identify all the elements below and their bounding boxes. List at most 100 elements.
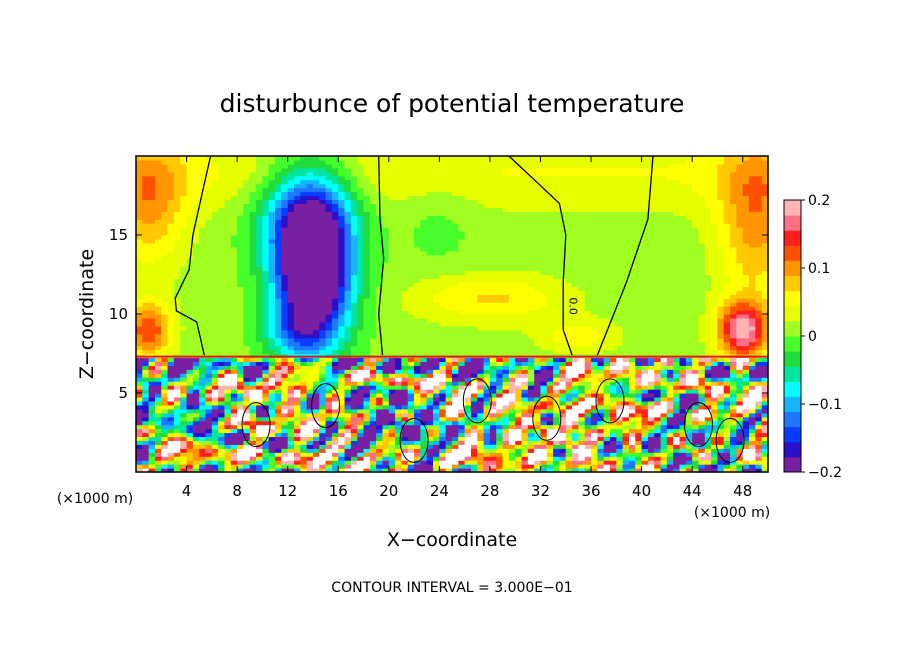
field-cell-225 xyxy=(148,211,156,216)
field-cell-184 xyxy=(148,373,156,378)
field-cell-3479 xyxy=(407,314,415,319)
field-cell-4414 xyxy=(483,412,491,418)
field-cell-1798 xyxy=(275,317,282,323)
field-cell-1623 xyxy=(262,377,270,382)
field-cell-3058 xyxy=(376,396,384,402)
field-cell-146 xyxy=(142,207,150,212)
field-cell-968 xyxy=(211,436,219,441)
field-cell-4623 xyxy=(496,219,504,224)
field-cell-1236 xyxy=(230,325,238,331)
field-cell-570 xyxy=(180,428,188,434)
field-cell-4305 xyxy=(470,211,478,216)
field-cell-3395 xyxy=(401,329,409,335)
field-cell-4844 xyxy=(515,294,523,299)
field-cell-2542 xyxy=(331,223,339,228)
field-cell-1618 xyxy=(262,396,270,402)
field-cell-1109 xyxy=(218,195,226,201)
field-cell-2102 xyxy=(300,381,308,386)
field-cell-722 xyxy=(192,460,200,465)
field-cell-3871 xyxy=(439,345,447,351)
field-cell-1335 xyxy=(237,250,245,256)
field-cell-3917 xyxy=(439,163,447,169)
field-cell-1827 xyxy=(275,203,282,208)
field-cell-2071 xyxy=(294,187,301,193)
field-cell-4196 xyxy=(464,325,472,331)
field-cell-4111 xyxy=(458,345,466,351)
field-cell-3582 xyxy=(414,223,421,228)
field-cell-3423 xyxy=(401,219,409,224)
field-cell-4209 xyxy=(464,274,472,280)
field-cell-3876 xyxy=(439,325,447,331)
field-cell-3524 xyxy=(414,452,421,457)
field-cell-2605 xyxy=(338,290,346,295)
field-cell-1619 xyxy=(262,393,270,398)
field-cell-3440 xyxy=(407,468,415,473)
field-cell-4303 xyxy=(470,219,478,224)
field-cell-4803 xyxy=(515,456,523,461)
field-cell-3594 xyxy=(414,175,421,181)
field-cell-4933 xyxy=(521,258,529,264)
field-cell-4450 xyxy=(483,270,491,276)
field-cell-3743 xyxy=(426,219,434,224)
field-cell-3541 xyxy=(414,385,421,390)
field-cell-2355 xyxy=(319,329,327,335)
field-cell-2944 xyxy=(363,215,371,220)
field-cell-550 xyxy=(173,191,181,197)
field-cell-695 xyxy=(186,250,194,256)
field-cell-2773 xyxy=(350,258,358,264)
field-cell-1857 xyxy=(281,400,289,406)
field-cell-1211 xyxy=(230,424,238,430)
field-cell-3204 xyxy=(388,452,396,457)
field-cell-1358 xyxy=(237,159,245,165)
field-cell-4127 xyxy=(458,282,466,287)
field-cell-818 xyxy=(199,396,207,402)
field-cell-1788 xyxy=(275,357,282,362)
field-cell-557 xyxy=(173,163,181,169)
field-cell-488 xyxy=(173,436,181,441)
field-cell-1248 xyxy=(230,278,238,283)
field-cell-1500 xyxy=(249,231,257,236)
field-cell-2599 xyxy=(338,314,346,319)
field-cell-4722 xyxy=(508,460,516,465)
field-cell-314 xyxy=(154,175,162,181)
field-cell-4353 xyxy=(477,337,485,343)
field-cell-4845 xyxy=(515,290,523,295)
field-cell-2413 xyxy=(325,416,333,422)
field-cell-1675 xyxy=(262,171,270,177)
field-cell-66 xyxy=(136,207,143,212)
field-cell-2814 xyxy=(357,412,365,418)
field-cell-4935 xyxy=(521,250,529,256)
field-cell-3512 xyxy=(407,183,415,189)
field-cell-880 xyxy=(205,468,213,473)
field-cell-1532 xyxy=(256,420,263,426)
field-cell-2503 xyxy=(331,377,339,382)
field-cell-4376 xyxy=(477,246,485,252)
field-cell-4628 xyxy=(496,199,504,204)
field-cell-3095 xyxy=(376,250,384,256)
field-cell-1802 xyxy=(275,302,282,307)
field-cell-4413 xyxy=(483,416,491,422)
field-cell-2136 xyxy=(300,246,308,252)
field-cell-4327 xyxy=(477,440,485,445)
field-cell-518 xyxy=(173,317,181,323)
field-cell-3659 xyxy=(420,235,428,240)
field-cell-587 xyxy=(180,361,188,366)
field-cell-2417 xyxy=(325,400,333,406)
field-cell-2980 xyxy=(369,389,377,394)
field-cell-3286 xyxy=(395,444,403,449)
field-cell-2478 xyxy=(325,159,333,165)
field-cell-3738 xyxy=(426,238,434,244)
field-cell-2549 xyxy=(331,195,339,201)
field-cell-812 xyxy=(199,420,207,426)
field-cell-1259 xyxy=(230,235,238,240)
field-cell-4391 xyxy=(477,187,485,193)
field-cell-1005 xyxy=(211,290,219,295)
field-cell-34 xyxy=(136,333,143,339)
field-cell-1990 xyxy=(287,191,295,197)
field-cell-2363 xyxy=(319,298,327,303)
field-cell-4624 xyxy=(496,215,504,220)
field-cell-2613 xyxy=(338,258,346,264)
field-cell-1746 xyxy=(268,207,276,212)
field-cell-2679 xyxy=(344,314,352,319)
field-cell-2230 xyxy=(306,191,314,197)
